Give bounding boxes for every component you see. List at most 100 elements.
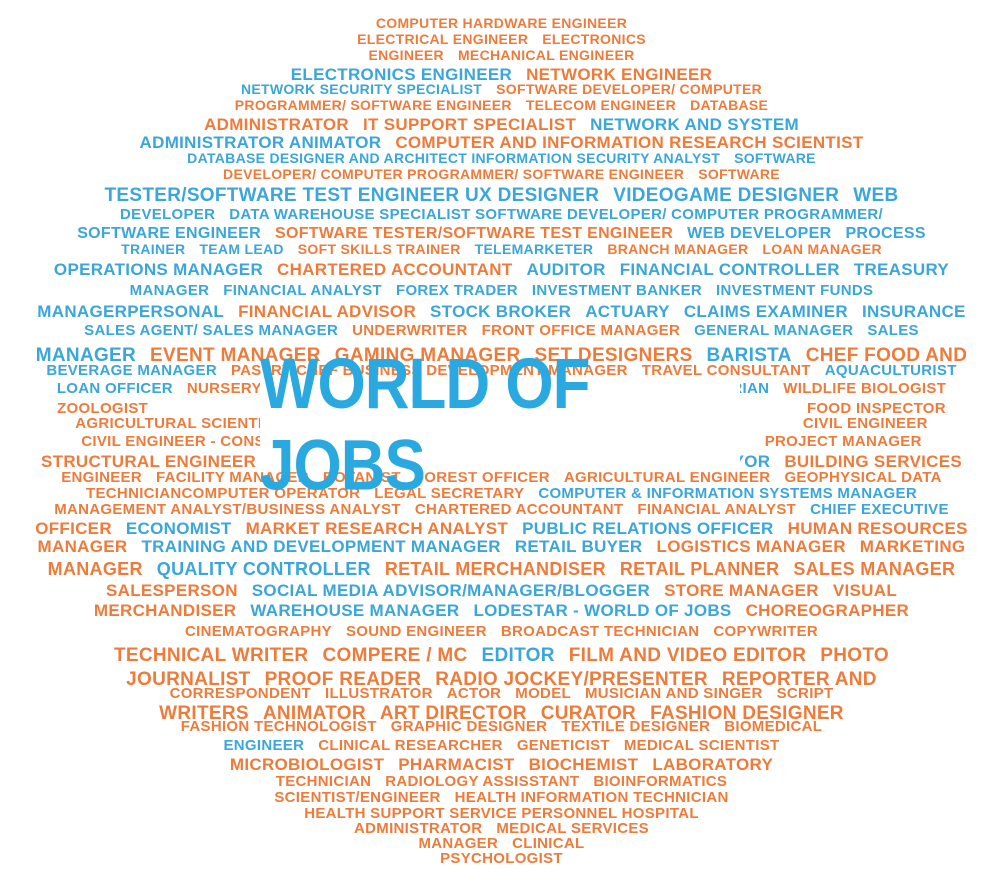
job-row: ENGINEER CLINICAL RESEARCHER GENETICIST MED… [0, 738, 1003, 753]
job-title: BEVERAGE MANAGER [46, 362, 217, 379]
job-title: PUBLIC RELATIONS OFFICER [522, 519, 774, 538]
job-row: MANAGER EVENT MANAGER GAMING MANAGER SET DE… [0, 346, 1003, 365]
job-row: TECHNICIANCOMPUTER OPERATOR LEGAL SECRETA… [0, 486, 1003, 501]
job-title: COMPUTER AND INFORMATION RESEARCH SCIENT… [395, 133, 864, 152]
job-title: PROOF READER [264, 669, 422, 690]
job-row: MANAGER TRAINING AND DEVELOPMENT MANAGER R… [0, 538, 1003, 555]
job-title: GEOPHYSICAL DATA [784, 469, 942, 486]
job-row: SCIENTIST/ENGINEER HEALTH INFORMATION TEC… [0, 790, 1003, 805]
job-title: NETWORK AND SYSTEM [590, 115, 799, 134]
job-row: DATABASE DESIGNER AND ARCHITECT INFORMAT… [0, 151, 1003, 165]
job-title: ACTUARY [585, 302, 670, 321]
job-title: SOFTWARE TESTER/SOFTWARE TEST ENGINEER [274, 225, 674, 242]
job-title: CINEMATOGRAPHY [184, 623, 332, 640]
job-row: TECHNICAL WRITER COMPERE / MC EDITOR FILM A… [0, 646, 1003, 665]
job-title: GENERAL MANAGER [694, 322, 854, 339]
job-title: CIVIL ENGINEER [802, 415, 928, 432]
job-title: MODEL [515, 685, 571, 702]
job-row: TRAINER TEAM LEAD SOFT SKILLS TRAINER TELEM… [0, 242, 1003, 256]
job-title: TELECOM ENGINEER [525, 97, 677, 113]
job-title: FILM AND VIDEO EDITOR [568, 645, 807, 666]
job-title: FASHION TECHNOLOGIST [180, 718, 377, 735]
job-title: PASTRY CHEF BUSINESS DEVELOPMENT MANAGER [230, 362, 628, 379]
job-title: EVENT MANAGER [150, 345, 321, 366]
job-row: SALES AGENT/ SALES MANAGER UNDERWRITER FRO… [0, 323, 1003, 338]
job-title: RETAIL PLANNER [619, 559, 780, 579]
job-title: COMPUTER & INFORMATION SYSTEMS MANAGER [538, 485, 917, 502]
job-title: LEGAL SECRETARY [374, 485, 525, 502]
job-title: MICROBIOLOGIST [229, 755, 385, 774]
job-row: MERCHANDISER WAREHOUSE MANAGER LODESTAR - … [0, 602, 1003, 619]
job-title: DATABASE [690, 97, 769, 113]
job-row: PSYCHOLOGIST [0, 851, 1003, 866]
job-title: MANAGER [47, 559, 143, 579]
job-title: BARISTA [706, 345, 792, 366]
job-row: MANAGER FINANCIAL ANALYST FOREX TRADER INVE… [0, 283, 1003, 298]
job-title: TELEMARKETER [474, 241, 594, 257]
job-title: COMPERE / MC [322, 645, 468, 666]
job-row: FASHION TECHNOLOGIST GRAPHIC DESIGNER TEXT… [0, 719, 1003, 734]
job-title: QUALITY CONTROLLER [156, 559, 371, 579]
job-row: PROGRAMMER/ SOFTWARE ENGINEER TELECOM ENG… [0, 98, 1003, 112]
job-title: FINANCIAL ANALYST [637, 501, 797, 518]
job-title: MECHANICAL ENGINEER [457, 47, 635, 63]
job-row: DEVELOPER DATA WAREHOUSE SPECIALIST SOFTW… [0, 207, 1003, 222]
job-title: PHARMACIST [398, 755, 515, 774]
job-row: ELECTRICAL ENGINEER ELECTRONICS [0, 32, 1003, 46]
job-title: SOFTWARE [734, 150, 816, 166]
job-title: TECHNICIAN [275, 773, 372, 790]
job-title: AGRICULTURAL ENGINEER [563, 469, 771, 486]
job-title: INVESTMENT BANKER [531, 282, 703, 299]
job-title: WAREHOUSE MANAGER [250, 601, 460, 620]
job-title: MANAGER [418, 835, 499, 852]
job-title: MANAGER [37, 537, 128, 556]
job-title: SOFTWARE DEVELOPER/ COMPUTER [496, 81, 763, 97]
job-title: BOTANIST [322, 469, 401, 486]
job-title: PROJECT MANAGER [764, 433, 922, 450]
job-title: SALES MANAGER [793, 559, 956, 579]
job-title: RETAIL MERCHANDISER [384, 559, 606, 579]
job-title: ACTOR [446, 685, 502, 702]
job-title: STORE MANAGER [664, 581, 819, 600]
job-title: LODESTAR - WORLD OF JOBS [473, 601, 732, 620]
job-title: TECHNICAL WRITER [114, 645, 309, 666]
job-title: AUDITOR [526, 260, 606, 279]
job-title: CHEF FOOD AND [805, 345, 968, 366]
job-title: STOCK BROKER [430, 302, 572, 321]
job-title: TESTER/SOFTWARE TEST ENGINEER UX DESIGNE… [104, 185, 600, 206]
job-title: ENGINEER [223, 737, 305, 754]
job-title: CLINICAL [512, 835, 585, 852]
job-row: WRITERS ANIMATOR ART DIRECTOR CURATOR FASHIO… [0, 704, 1003, 723]
job-title: GAMING MANAGER [334, 345, 521, 366]
job-title: FINANCIAL CONTROLLER [619, 260, 840, 279]
job-title: UNDERWRITER [352, 322, 468, 339]
job-title: LOAN OFFICER [56, 380, 173, 397]
job-title: FRONT OFFICE MANAGER [481, 322, 681, 339]
job-title: ADMINISTRATOR [204, 115, 349, 134]
job-title: INSURANCE [861, 302, 966, 321]
job-title: BIOMEDICAL [724, 718, 823, 735]
job-title: CHOREOGRAPHER [745, 601, 910, 620]
job-title: LOAN MANAGER [762, 241, 882, 257]
job-row: HEALTH SUPPORT SERVICE PERSONNEL HOSPITA… [0, 806, 1003, 821]
job-row: CINEMATOGRAPHY SOUND ENGINEER BROADCAST TE… [0, 624, 1003, 639]
job-title: PSYCHOLOGIST [440, 850, 563, 867]
job-title: MANAGERPERSONAL [37, 302, 225, 321]
job-title: FOREX TRADER [395, 282, 518, 299]
job-title: MEDICAL SCIENTIST [623, 737, 780, 754]
job-title: REPORTER AND [721, 669, 877, 690]
job-title: SOFTWARE [698, 166, 780, 182]
job-title: COMPUTER HARDWARE ENGINEER [375, 15, 628, 31]
job-title: TECHNICIANCOMPUTER OPERATOR [86, 485, 361, 502]
job-title: VIDEOGAME DESIGNER [613, 185, 840, 206]
job-row: ELECTRONICS ENGINEER NETWORK ENGINEER [0, 66, 1003, 83]
job-row: COMPUTER HARDWARE ENGINEER [0, 16, 1003, 30]
job-title: ZOOLOGIST [57, 400, 149, 417]
job-title: HEALTH SUPPORT SERVICE PERSONNEL HOSPITA… [304, 805, 699, 822]
job-title: BIOINFORMATICS [593, 773, 728, 790]
job-title: AQUACULTURIST [824, 362, 957, 379]
job-row: ADMINISTRATOR ANIMATOR COMPUTER AND INFOR… [0, 134, 1003, 151]
job-title: TEXTILE DESIGNER [561, 718, 711, 735]
job-title: ADMINISTRATOR ANIMATOR [139, 133, 382, 152]
